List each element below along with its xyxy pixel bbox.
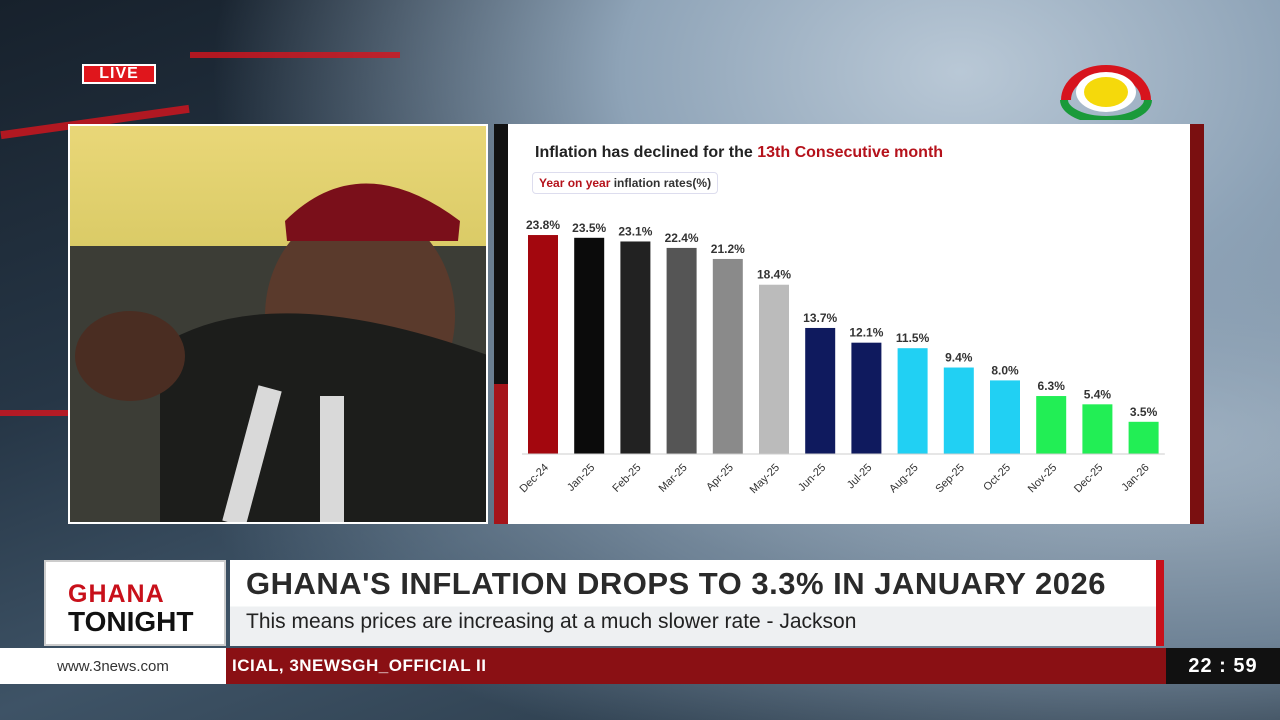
news-subline: This means prices are increasing at a mu… <box>246 610 857 633</box>
brand-top-text: GHANA <box>68 580 165 608</box>
panel-divider-accent <box>494 384 508 524</box>
bar-value-label: 9.4% <box>945 351 973 365</box>
x-axis-tick-label: Nov-25 <box>1026 462 1060 496</box>
website-label: www.3news.com <box>0 648 226 684</box>
chart-title: Inflation has declined for the 13th Cons… <box>535 144 943 162</box>
x-axis-tick-label: Dec-25 <box>1072 462 1106 496</box>
x-axis-tick-label: Aug-25 <box>887 462 921 496</box>
headline-box: GHANA'S INFLATION DROPS TO 3.3% IN JANUA… <box>230 560 1164 646</box>
bar-value-label: 6.3% <box>1038 379 1066 393</box>
live-badge: LIVE <box>82 64 156 84</box>
x-axis-tick-label: Oct-25 <box>981 462 1013 494</box>
bar-value-label: 23.1% <box>618 224 652 238</box>
x-axis-tick-label: Jan-26 <box>1119 462 1151 494</box>
chart-subtitle-highlight: Year on year <box>539 176 611 190</box>
lower-third: GHANA TONIGHT GHANA'S INFLATION DROPS TO… <box>44 560 1164 646</box>
bar-jan-25 <box>574 237 605 454</box>
x-axis-tick-label: May-25 <box>748 462 782 496</box>
bar-value-label: 22.4% <box>665 231 699 245</box>
x-axis-tick-label: Feb-25 <box>610 462 643 495</box>
x-axis-tick-label: Mar-25 <box>657 462 690 495</box>
bar-value-label: 13.7% <box>803 311 837 325</box>
bar-aug-25 <box>897 348 928 454</box>
chart-title-highlight: 13th Consecutive month <box>757 144 944 161</box>
bar-mar-25 <box>666 247 697 454</box>
ticker-text: ICIAL, 3NEWSGH_OFFICIAL II <box>232 656 487 675</box>
inflation-bar-chart: 23.8% Dec-24 23.5% Jan-25 23.1% Feb-25 22.4% Ma… <box>518 218 1165 496</box>
x-axis-tick-label: Apr-25 <box>704 462 736 494</box>
bar-jan-26 <box>1128 421 1159 454</box>
bar-nov-25 <box>1036 396 1067 454</box>
x-axis-tick-label: Sep-25 <box>933 462 967 496</box>
guest-portrait <box>70 183 486 522</box>
x-axis-tick-label: Jul-25 <box>845 462 875 492</box>
bar-value-label: 23.5% <box>572 221 606 235</box>
bar-jul-25 <box>851 342 882 454</box>
bar-value-label: 18.4% <box>757 268 791 282</box>
background-red-stripe <box>190 52 400 58</box>
background-red-stripe <box>0 410 70 416</box>
chart-subtitle: Year on year inflation rates(%) <box>532 172 719 194</box>
brand-bottom-text: TONIGHT <box>68 606 194 637</box>
bar-jun-25 <box>805 327 836 454</box>
show-brand-logo: GHANA TONIGHT <box>44 560 226 646</box>
bar-value-label: 8.0% <box>991 363 1019 377</box>
bar-may-25 <box>759 284 789 454</box>
bar-feb-25 <box>620 241 651 454</box>
x-axis-tick-label: Dec-24 <box>518 462 552 496</box>
guest-video-feed <box>68 124 488 524</box>
bar-value-label: 12.1% <box>849 326 883 340</box>
broadcast-clock: 22 : 59 <box>1166 648 1280 684</box>
bar-dec-24 <box>528 235 558 454</box>
bar-oct-25 <box>990 380 1020 454</box>
x-axis-tick-label: Jan-25 <box>565 462 597 494</box>
bar-value-label: 11.5% <box>896 331 930 345</box>
x-axis-tick-label: Jun-25 <box>796 462 828 494</box>
chart-subtitle-rest: inflation rates(%) <box>610 176 712 190</box>
bar-apr-25 <box>712 258 743 454</box>
bar-value-label: 5.4% <box>1084 387 1112 401</box>
bar-sep-25 <box>943 367 974 454</box>
bar-value-label: 21.2% <box>711 242 745 256</box>
bar-value-label: 23.8% <box>526 218 560 232</box>
channel-logo-icon <box>1060 65 1152 120</box>
bar-dec-25 <box>1082 404 1113 454</box>
inflation-chart-panel: Inflation has declined for the 13th Cons… <box>494 124 1204 524</box>
bar-value-label: 3.5% <box>1130 405 1158 419</box>
chart-title-prefix: Inflation has declined for the <box>535 144 758 161</box>
news-headline: GHANA'S INFLATION DROPS TO 3.3% IN JANUA… <box>246 566 1107 601</box>
